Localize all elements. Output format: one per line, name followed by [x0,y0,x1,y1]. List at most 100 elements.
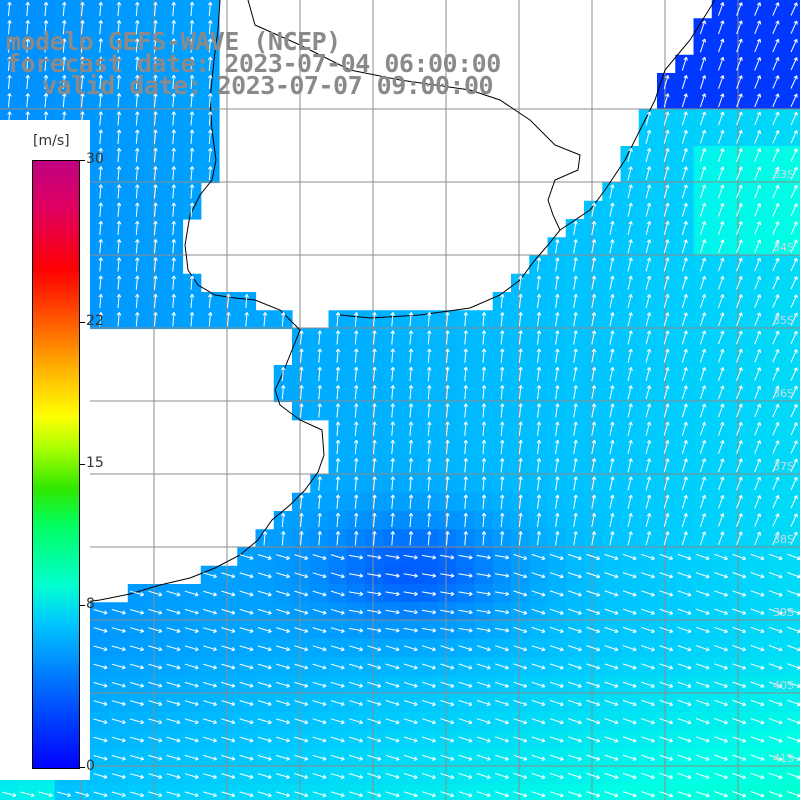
wind-arrow [645,202,652,217]
wind-arrow [681,202,688,217]
wind-arrow [62,93,67,108]
wind-arrow [7,38,12,53]
wind-arrow [43,1,49,17]
wind-arrow [153,20,158,35]
wind-arrow [754,221,762,235]
wind-cell [784,346,800,366]
wind-arrow [207,129,213,144]
wind-arrow [754,129,762,144]
wind-arrow [790,184,798,199]
wind-arrow [62,74,67,90]
wind-arrow [98,220,103,236]
wind-arrow [153,202,158,217]
wind-arrow [754,111,762,126]
wind-arrow [189,147,195,163]
wind-arrow [699,221,707,235]
wind-arrow [134,111,140,126]
wind-arrow [699,129,707,144]
wind-arrow [189,1,195,17]
wind-arrow [98,184,103,199]
wind-cell [693,784,713,800]
wind-arrow [772,184,780,199]
wind-arrow [171,56,176,71]
wind-arrow [171,147,176,163]
wind-cell [784,255,800,275]
wind-arrow [718,148,725,162]
wind-arrow [98,38,103,53]
wind-arrow [718,202,725,217]
wind-cell [784,127,800,147]
wind-arrow [153,147,158,163]
wind-arrow [153,220,158,236]
wind-arrow [772,93,780,107]
wind-cell [474,784,494,800]
colorbar-tick-label: 22 [86,312,104,329]
wind-arrow [62,20,67,35]
wind-arrow [134,1,140,17]
wind-arrow [736,20,743,35]
wind-arrow [718,38,725,53]
latitude-label: 39S [773,606,794,619]
wind-arrow [790,2,798,16]
wind-arrow [772,148,780,162]
wind-arrow [171,166,176,181]
wind-arrow [699,202,707,217]
wind-arrow [25,93,30,108]
wind-arrow [681,148,688,162]
wind-arrow [736,166,743,181]
wind-arrow [134,20,140,35]
wind-arrow [699,111,707,126]
wind-arrow [207,111,213,126]
wind-arrow [736,93,743,108]
wind-arrow [134,38,140,53]
wind-arrow [663,75,670,90]
wind-arrow [790,93,798,107]
wind-arrow [790,57,798,71]
wind-cell [602,784,622,800]
wind-arrow [754,202,762,217]
wind-cell [419,784,439,800]
wind-arrow [153,184,158,199]
wind-arrow [207,147,213,163]
wind-arrow [627,220,633,236]
wind-arrow [171,1,176,17]
wind-arrow [591,202,597,217]
wind-cell [784,401,800,421]
wind-arrow [681,75,688,89]
wind-arrow [98,166,103,181]
wind-arrow [772,75,780,89]
wind-cell [784,0,800,19]
wind-arrow [754,57,762,71]
wind-arrow [663,202,670,217]
wind-arrow [116,239,122,254]
wind-arrow [681,166,688,181]
wind-arrow [772,221,780,235]
wind-arrow [609,184,615,199]
wind-arrow [134,202,140,217]
wind-cell [784,292,800,311]
wind-arrow [207,93,213,108]
wind-cell [784,638,800,658]
wind-arrow [754,2,762,16]
wind-arrow [43,74,49,90]
wind-cell [784,675,800,695]
wind-cell [784,565,800,585]
wind-arrow [7,74,12,90]
latitude-label: 41S [773,752,794,765]
wind-cell [784,766,800,786]
colorbar-tick-mark [79,463,85,465]
wind-arrow [153,166,158,181]
wind-arrow [718,221,725,235]
wind-arrow [116,147,122,163]
wind-arrow [207,166,213,181]
wind-arrow [134,93,140,108]
wind-arrow [153,74,158,90]
wind-cell [784,91,800,111]
wind-cell [438,784,457,800]
wind-cell [784,711,800,731]
wind-arrow [754,38,762,53]
wind-arrow [153,56,158,71]
wind-arrow [98,202,103,217]
wind-arrow [62,38,67,53]
